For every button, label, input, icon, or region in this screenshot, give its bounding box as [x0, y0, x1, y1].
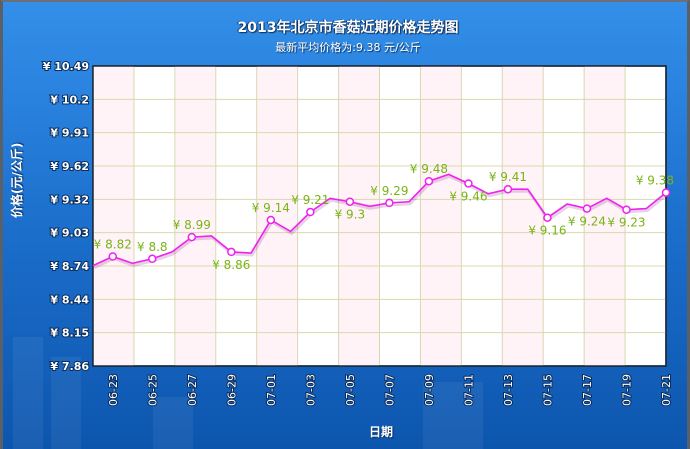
data-point-label: ¥ 9.48 [410, 162, 448, 176]
x-tick-label: 07-17 [581, 374, 594, 406]
y-tick-label: ¥ 8.15 [50, 327, 89, 340]
background-decoration [13, 337, 43, 449]
data-point-label: ¥ 9.3 [335, 208, 366, 222]
data-point-label: ¥ 8.82 [94, 237, 132, 251]
data-point-marker[interactable] [582, 204, 592, 213]
data-point-label: ¥ 9.16 [528, 224, 566, 238]
y-tick-label: ¥ 8.74 [50, 260, 89, 273]
x-axis-title: 日期 [369, 425, 394, 439]
data-point-label: ¥ 9.21 [291, 193, 329, 207]
x-axis-ticks: 06-23 06-25 06-27 06-29 07-01 07-03 07-05 07-07… [106, 373, 674, 407]
data-point-label: ¥ 8.8 [137, 240, 168, 254]
grid-lines [92, 65, 667, 367]
data-point-marker[interactable] [108, 252, 118, 261]
chart-title: 2013年北京市香菇近期价格走势图 [237, 20, 459, 36]
data-point-marker[interactable] [187, 232, 197, 242]
x-tick-label: 06-29 [225, 374, 238, 406]
x-tick-label: 07-09 [423, 374, 436, 406]
data-point-label: ¥ 8.99 [173, 218, 211, 232]
y-tick-label: ¥ 10.49 [43, 60, 89, 73]
data-point-marker[interactable] [543, 213, 552, 222]
data-point-marker[interactable] [464, 179, 473, 188]
x-tick-label: 07-15 [541, 374, 554, 406]
x-tick-label: 07-01 [265, 374, 278, 406]
data-point-label: ¥ 9.46 [449, 189, 487, 203]
x-tick-label: 07-03 [304, 374, 317, 406]
data-point-label: ¥ 9.38 [636, 174, 674, 188]
background-decoration [153, 397, 193, 449]
data-point-marker[interactable] [503, 184, 513, 194]
x-tick-label: 07-13 [502, 374, 515, 406]
y-axis-ticks: ¥ 10.49 ¥ 10.2 ¥ 9.91 ¥ 9.62 ¥ 9.32 ¥ 9.03 ¥ 8… [42, 59, 91, 374]
chart-subtitle: 最新平均价格为:9.38 元/公斤 [275, 41, 421, 54]
data-point-marker[interactable] [345, 197, 355, 206]
x-tick-label: 07-07 [383, 374, 396, 406]
y-tick-label: ¥ 8.44 [50, 293, 89, 306]
y-tick-label: ¥ 7.86 [50, 360, 89, 373]
y-tick-label: ¥ 9.91 [50, 127, 89, 140]
y-tick-label: ¥ 9.03 [50, 227, 89, 240]
data-point-marker[interactable] [148, 254, 157, 264]
y-tick-label: ¥ 10.2 [50, 93, 89, 106]
data-point-label: ¥ 9.41 [489, 170, 527, 184]
x-tick-label: 07-19 [620, 374, 633, 406]
x-tick-label: 06-23 [107, 374, 120, 406]
data-point-marker[interactable] [227, 247, 236, 257]
x-tick-label: 06-25 [146, 374, 159, 406]
data-point-label: ¥ 9.29 [370, 184, 408, 198]
data-point-marker[interactable] [424, 176, 434, 186]
data-point-label: ¥ 9.14 [252, 201, 290, 215]
data-point-label: ¥ 9.23 [607, 216, 645, 230]
x-tick-label: 07-21 [660, 374, 673, 406]
background-decoration [423, 382, 483, 449]
y-tick-label: ¥ 9.32 [50, 193, 89, 206]
data-point-marker[interactable] [661, 188, 671, 197]
x-tick-label: 07-05 [344, 374, 357, 406]
x-tick-label: 06-27 [186, 374, 199, 406]
price-line-series [92, 173, 671, 269]
data-point-marker[interactable] [306, 207, 315, 217]
data-point-marker[interactable] [385, 198, 394, 208]
x-tick-label: 07-11 [462, 374, 475, 406]
data-labels: ¥ 8.82 ¥ 8.8 ¥ 8.99 ¥ 8.86 ¥ 9.14¥ 9.21 ¥ 9.3… [94, 162, 674, 272]
data-point-marker[interactable] [266, 215, 276, 225]
data-point-marker[interactable] [622, 205, 631, 214]
background-decoration [51, 357, 81, 449]
data-point-label: ¥ 8.86 [212, 258, 250, 272]
y-tick-label: ¥ 9.62 [50, 160, 89, 173]
data-point-label: ¥ 9.24 [568, 215, 606, 229]
